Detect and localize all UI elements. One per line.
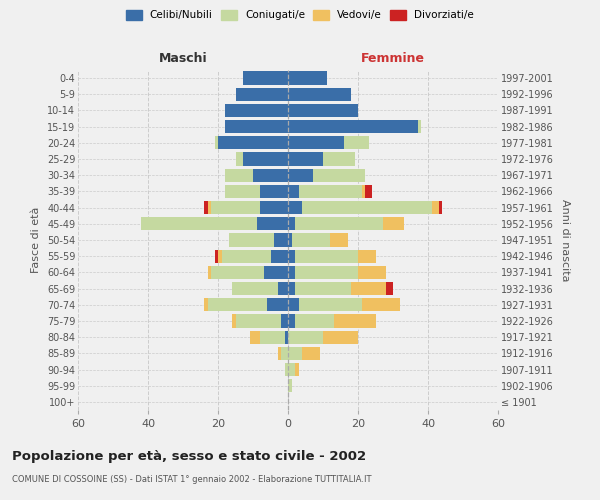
Bar xyxy=(284,330,288,344)
Bar xyxy=(204,298,208,312)
Bar xyxy=(253,168,288,182)
Bar xyxy=(288,282,295,295)
Bar xyxy=(260,185,288,198)
Text: Popolazione per età, sesso e stato civile - 2002: Popolazione per età, sesso e stato civil… xyxy=(12,450,366,463)
Bar xyxy=(295,282,351,295)
Bar xyxy=(418,120,421,134)
Bar xyxy=(288,104,358,117)
Text: Maschi: Maschi xyxy=(158,52,208,65)
Bar xyxy=(302,346,320,360)
Bar xyxy=(274,234,288,246)
Bar xyxy=(361,298,400,312)
Bar xyxy=(232,282,277,295)
Bar xyxy=(277,346,281,360)
Bar xyxy=(288,298,299,312)
Bar xyxy=(288,346,302,360)
Bar xyxy=(295,217,383,230)
Bar xyxy=(215,250,218,263)
Bar xyxy=(323,330,358,344)
Bar xyxy=(439,201,442,214)
Bar xyxy=(344,136,368,149)
Bar xyxy=(323,152,355,166)
Bar xyxy=(288,136,344,149)
Bar xyxy=(284,363,288,376)
Bar xyxy=(204,201,208,214)
Bar xyxy=(302,201,431,214)
Bar xyxy=(288,201,302,214)
Bar xyxy=(215,136,218,149)
Bar xyxy=(361,185,365,198)
Bar xyxy=(221,250,271,263)
Bar xyxy=(288,72,326,85)
Bar xyxy=(365,185,372,198)
Bar xyxy=(277,282,288,295)
Bar xyxy=(260,201,288,214)
Bar xyxy=(295,250,358,263)
Bar xyxy=(208,298,267,312)
Bar xyxy=(358,266,386,279)
Bar xyxy=(225,120,288,134)
Bar xyxy=(281,346,288,360)
Bar xyxy=(225,104,288,117)
Bar xyxy=(334,314,376,328)
Bar xyxy=(250,330,260,344)
Bar xyxy=(351,282,386,295)
Bar xyxy=(242,72,288,85)
Bar xyxy=(271,250,288,263)
Bar xyxy=(281,314,288,328)
Bar xyxy=(288,330,323,344)
Text: Femmine: Femmine xyxy=(361,52,425,65)
Bar xyxy=(299,185,361,198)
Text: COMUNE DI COSSOINE (SS) - Dati ISTAT 1° gennaio 2002 - Elaborazione TUTTITALIA.I: COMUNE DI COSSOINE (SS) - Dati ISTAT 1° … xyxy=(12,475,371,484)
Bar xyxy=(263,266,288,279)
Bar xyxy=(257,217,288,230)
Bar xyxy=(218,136,288,149)
Bar xyxy=(288,234,292,246)
Bar xyxy=(218,250,221,263)
Bar xyxy=(208,201,211,214)
Bar xyxy=(235,152,242,166)
Bar xyxy=(288,266,295,279)
Bar xyxy=(431,201,439,214)
Bar xyxy=(288,250,295,263)
Bar xyxy=(288,120,418,134)
Bar xyxy=(330,234,347,246)
Bar xyxy=(288,314,295,328)
Bar xyxy=(141,217,257,230)
Bar xyxy=(383,217,404,230)
Y-axis label: Fasce di età: Fasce di età xyxy=(31,207,41,273)
Bar xyxy=(211,266,263,279)
Bar xyxy=(225,185,260,198)
Bar xyxy=(211,201,260,214)
Bar xyxy=(288,152,323,166)
Bar xyxy=(288,185,299,198)
Bar xyxy=(267,298,288,312)
Bar xyxy=(292,234,330,246)
Bar xyxy=(232,314,235,328)
Bar xyxy=(235,314,281,328)
Bar xyxy=(208,266,211,279)
Bar xyxy=(386,282,393,295)
Bar xyxy=(260,330,284,344)
Bar xyxy=(225,168,253,182)
Bar xyxy=(242,152,288,166)
Bar xyxy=(229,234,274,246)
Bar xyxy=(295,314,334,328)
Legend: Celibi/Nubili, Coniugati/e, Vedovi/e, Divorziati/e: Celibi/Nubili, Coniugati/e, Vedovi/e, Di… xyxy=(126,10,474,20)
Bar xyxy=(288,379,292,392)
Bar xyxy=(235,88,288,101)
Bar xyxy=(295,363,299,376)
Y-axis label: Anni di nascita: Anni di nascita xyxy=(560,198,571,281)
Bar xyxy=(288,363,295,376)
Bar xyxy=(295,266,358,279)
Bar xyxy=(288,168,313,182)
Bar xyxy=(299,298,361,312)
Bar xyxy=(313,168,365,182)
Bar xyxy=(358,250,376,263)
Bar xyxy=(288,217,295,230)
Bar xyxy=(288,88,351,101)
